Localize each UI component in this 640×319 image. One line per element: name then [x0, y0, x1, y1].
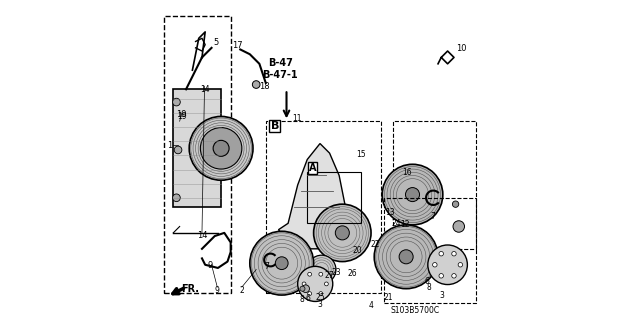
- Text: 6: 6: [424, 277, 429, 286]
- Text: 11: 11: [292, 114, 302, 122]
- Text: 16: 16: [402, 168, 412, 177]
- Text: 3: 3: [317, 300, 323, 309]
- Text: A: A: [309, 163, 316, 173]
- Text: 9: 9: [215, 286, 220, 295]
- Circle shape: [439, 274, 444, 278]
- Circle shape: [453, 221, 465, 232]
- Circle shape: [452, 274, 456, 278]
- Text: 13: 13: [385, 208, 394, 217]
- Text: 22: 22: [371, 240, 380, 249]
- Circle shape: [399, 250, 413, 264]
- Text: 4: 4: [369, 301, 374, 310]
- Circle shape: [319, 272, 323, 276]
- Circle shape: [433, 263, 437, 267]
- Text: 12: 12: [400, 220, 410, 229]
- Text: 6: 6: [305, 294, 310, 303]
- Text: 27: 27: [324, 271, 333, 280]
- Circle shape: [302, 282, 306, 286]
- Circle shape: [452, 201, 459, 207]
- Text: 1: 1: [167, 141, 172, 150]
- Circle shape: [308, 272, 312, 276]
- Circle shape: [174, 146, 182, 154]
- Circle shape: [200, 128, 242, 169]
- Circle shape: [406, 188, 420, 202]
- Text: 8: 8: [426, 283, 431, 292]
- Circle shape: [300, 286, 305, 291]
- Text: 20: 20: [353, 246, 362, 255]
- Circle shape: [335, 226, 349, 240]
- Text: 9: 9: [207, 261, 212, 270]
- Circle shape: [314, 204, 371, 262]
- Circle shape: [307, 255, 336, 284]
- Circle shape: [173, 194, 180, 202]
- Text: 14: 14: [196, 231, 207, 240]
- Text: 26: 26: [347, 269, 356, 278]
- Text: 18: 18: [259, 82, 270, 91]
- Circle shape: [439, 251, 444, 256]
- Text: 19: 19: [176, 110, 186, 119]
- Circle shape: [296, 272, 316, 293]
- Text: 15: 15: [356, 150, 365, 159]
- Circle shape: [298, 266, 333, 301]
- Text: 3: 3: [440, 291, 444, 300]
- Text: 24: 24: [392, 219, 401, 228]
- Text: 19: 19: [177, 112, 187, 121]
- Text: 5: 5: [214, 38, 219, 47]
- Circle shape: [250, 231, 314, 295]
- Circle shape: [252, 81, 260, 88]
- Circle shape: [302, 285, 310, 293]
- Text: 21: 21: [383, 293, 393, 302]
- Circle shape: [189, 116, 253, 180]
- Circle shape: [213, 140, 229, 156]
- Circle shape: [319, 292, 323, 295]
- Circle shape: [382, 164, 443, 225]
- Circle shape: [452, 251, 456, 256]
- Text: 10: 10: [456, 44, 467, 53]
- Text: B: B: [271, 121, 279, 131]
- Circle shape: [374, 225, 438, 289]
- Text: 8: 8: [299, 295, 304, 304]
- Text: 23: 23: [331, 268, 340, 277]
- Text: B-47
B-47-1: B-47 B-47-1: [262, 58, 298, 80]
- Text: S103B5700C: S103B5700C: [390, 306, 439, 315]
- Text: 2: 2: [239, 286, 244, 295]
- Circle shape: [275, 257, 288, 270]
- Circle shape: [458, 263, 463, 267]
- Text: 7: 7: [431, 212, 436, 221]
- Text: FR.: FR.: [181, 284, 199, 294]
- Circle shape: [324, 282, 328, 286]
- Polygon shape: [278, 144, 346, 249]
- Circle shape: [308, 292, 312, 295]
- Text: 25: 25: [316, 293, 325, 302]
- Text: 7: 7: [264, 262, 269, 271]
- Circle shape: [173, 98, 180, 106]
- Text: 14: 14: [200, 85, 209, 94]
- Text: 17: 17: [232, 41, 243, 50]
- Circle shape: [428, 245, 467, 285]
- Polygon shape: [173, 89, 221, 207]
